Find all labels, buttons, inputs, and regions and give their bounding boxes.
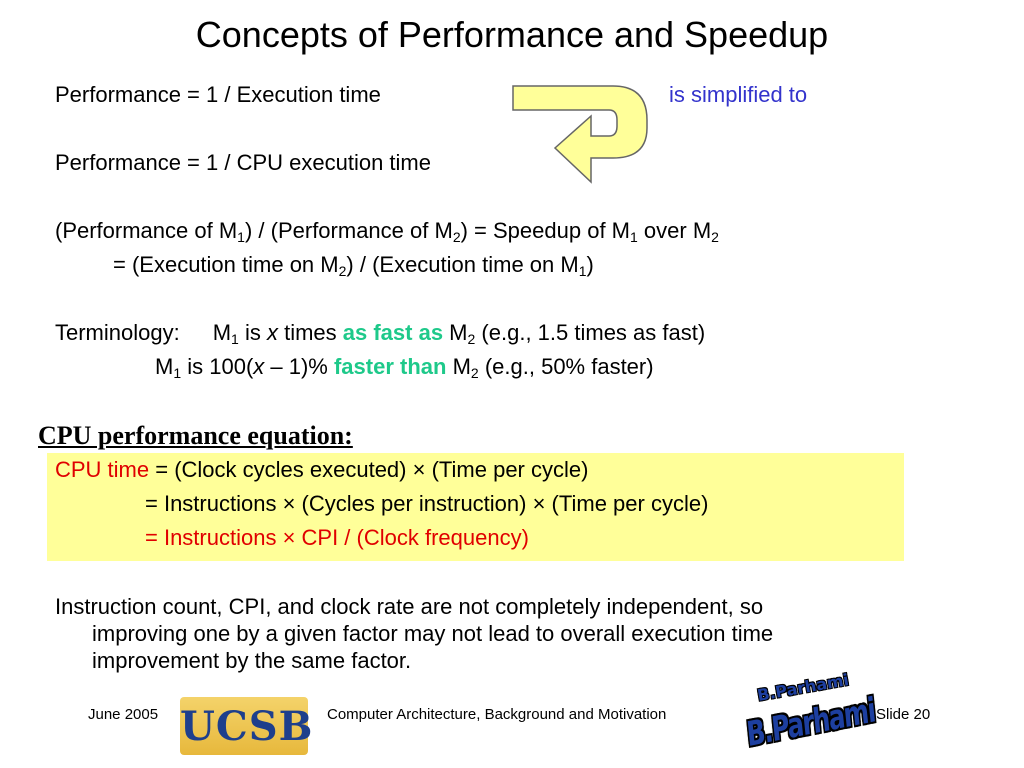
ucsb-logo: UCSB	[180, 697, 314, 755]
cpu-equation-heading: CPU performance equation:	[38, 421, 353, 450]
terminology-as-fast: Terminology: M1 is x times as fast as M2 …	[55, 320, 706, 347]
cpu-time-expansion: = Instructions × (Cycles per instruction…	[145, 491, 709, 516]
cpu-performance-definition: Performance = 1 / CPU execution time	[55, 150, 431, 175]
curved-arrow-icon	[512, 85, 648, 184]
speedup-definition: (Performance of M1) / (Performance of M2…	[55, 218, 719, 245]
performance-definition: Performance = 1 / Execution time	[55, 82, 381, 107]
independence-note-line-2: improving one by a given factor may not …	[92, 621, 774, 646]
independence-note-line-3: improvement by the same factor.	[92, 648, 412, 673]
simplified-label: is simplified to	[669, 82, 808, 107]
speedup-execution-ratio: = (Execution time on M2) / (Execution ti…	[113, 252, 594, 279]
slide-number: Slide 20	[876, 706, 931, 723]
footer-course-title: Computer Architecture, Background and Mo…	[327, 706, 667, 723]
cpu-time-equation: CPU time = (Clock cycles executed) × (Ti…	[55, 457, 589, 482]
ucsb-logo-text: UCSB	[180, 703, 314, 750]
footer-date: June 2005	[88, 706, 159, 723]
independence-note-line-1: Instruction count, CPI, and clock rate a…	[55, 594, 764, 619]
terminology-faster-than: M1 is 100(x – 1)% faster than M2 (e.g., …	[155, 354, 654, 381]
equation-highlight-box	[47, 453, 904, 561]
signature-logo: B.Parhami B.Parhami	[728, 670, 877, 762]
signature-main: B.Parhami	[744, 690, 877, 755]
slide-title: Concepts of Performance and Speedup	[195, 14, 829, 55]
cpu-time-frequency-form: = Instructions × CPI / (Clock frequency)	[145, 525, 529, 550]
